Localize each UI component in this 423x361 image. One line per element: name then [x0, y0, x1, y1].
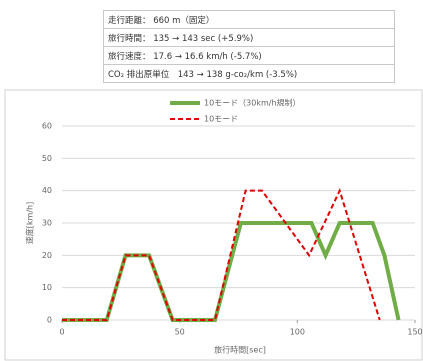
chart-frame: [4, 89, 423, 361]
series-line: [62, 187, 381, 321]
y-tick-label: 60: [42, 122, 52, 131]
y-axis-label: 速度[km/h]: [25, 202, 35, 244]
table-cell: CO₂ 排出原単位 143 → 138 g-co₂/km (-3.5%): [103, 64, 395, 83]
y-tick-label: 20: [42, 251, 52, 260]
y-tick-label: 10: [42, 283, 52, 292]
legend-label: 10モード: [204, 115, 238, 124]
table-row: CO₂ 排出原単位 143 → 138 g-co₂/km (-3.5%): [103, 64, 395, 83]
legend-label: 10モード（30km/h規制）: [204, 98, 301, 108]
y-tick-label: 50: [42, 154, 52, 163]
x-tick-label: 0: [59, 328, 64, 337]
x-axis-label: 旅行時間[sec]: [214, 345, 266, 355]
y-tick-label: 30: [42, 219, 52, 228]
y-tick-label: 0: [47, 316, 52, 325]
y-tick-label: 40: [42, 186, 52, 195]
x-tick-label: 50: [175, 328, 185, 337]
x-tick-label: 150: [407, 328, 422, 337]
x-tick-label: 100: [290, 328, 305, 337]
info-table: 走行距離： 660 m（固定） 旅行時間： 135 → 143 sec (+5.9…: [103, 10, 395, 83]
series-line: [62, 221, 401, 322]
